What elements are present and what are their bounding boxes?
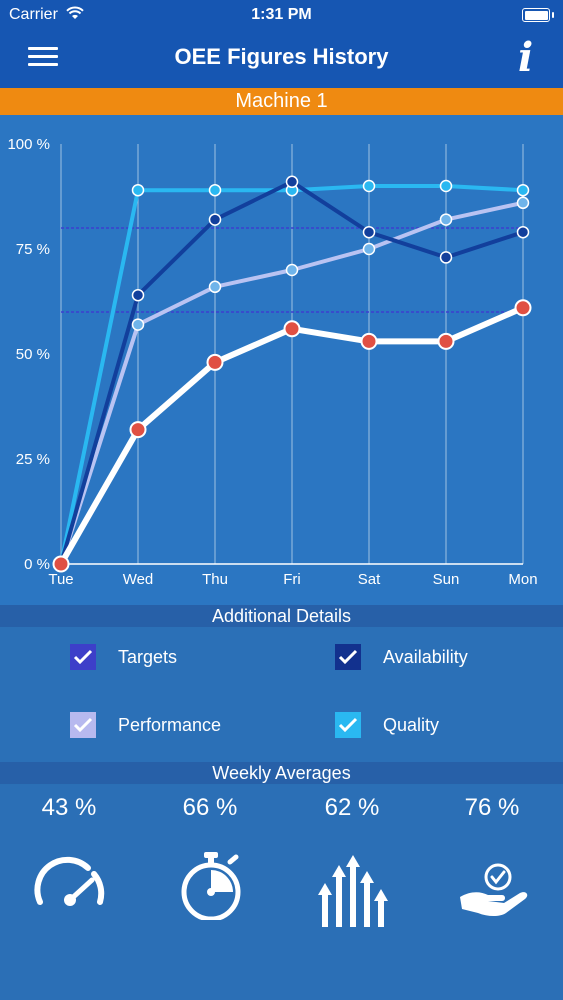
data-point-targets [52, 555, 70, 573]
legend-label: Quality [383, 714, 440, 735]
data-point-performance [208, 280, 222, 294]
average-value-performance: 62 % [324, 794, 380, 821]
average-value-quality: 76 % [464, 794, 520, 821]
additional-details-header: Additional Details [0, 605, 563, 627]
weekly-averages-header: Weekly Averages [0, 762, 563, 784]
arrows-up-icon [316, 855, 388, 932]
data-point-performance [516, 196, 530, 210]
menu-button[interactable] [28, 47, 58, 71]
legend-label: Targets [118, 646, 178, 667]
data-point-performance [439, 213, 453, 226]
x-tick-label: Sat [358, 571, 381, 588]
status-time: 1:31 PM [251, 6, 312, 23]
oee-history-chart: 0 % 25 % 50 % 75 % 100 % Tue Wed Thu Fri Sat Sun Mo… [0, 115, 563, 605]
carrier-label: Carrier [9, 6, 58, 23]
data-point-targets [360, 332, 378, 350]
data-point-targets [437, 332, 455, 350]
legend-label: Performance [118, 714, 222, 735]
info-button[interactable]: i [518, 34, 534, 81]
speedometer-icon [34, 850, 106, 915]
stopwatch-icon [178, 850, 244, 925]
y-tick-label: 100 % [7, 136, 50, 153]
data-point-performance [131, 318, 145, 331]
hamburger-icon-line [28, 47, 58, 50]
navigation-bar: OEE Figures History i [0, 30, 563, 88]
data-point-targets [206, 353, 224, 371]
wifi-icon [66, 6, 84, 25]
battery-icon [522, 8, 554, 22]
checkbox-icon[interactable] [335, 644, 361, 670]
x-tick-label: Fri [283, 571, 301, 588]
legend-toggle-quality[interactable]: Quality [335, 712, 439, 738]
y-tick-label: 75 % [16, 241, 50, 258]
data-point-availability [362, 225, 376, 239]
data-point-availability [439, 251, 453, 264]
data-point-quality [516, 183, 530, 197]
x-tick-label: Wed [123, 571, 154, 588]
data-point-performance [285, 263, 299, 277]
status-bar: Carrier 1:31 PM [0, 0, 563, 30]
legend-panel: Targets Availability Performance Quality [0, 627, 563, 762]
hamburger-icon-line [28, 63, 58, 66]
average-value-availability: 66 % [182, 794, 238, 821]
checkbox-icon[interactable] [70, 712, 96, 738]
page-title: OEE Figures History [174, 44, 389, 69]
data-point-availability [131, 288, 145, 302]
y-tick-label: 0 % [24, 556, 50, 573]
weekly-averages-panel: 43 % 66 % 62 % 76 % [0, 785, 563, 1000]
legend-label: Availability [383, 646, 468, 667]
legend-toggle-targets[interactable]: Targets [70, 644, 177, 670]
data-point-targets [129, 421, 147, 439]
checkbox-icon[interactable] [70, 644, 96, 670]
legend-toggle-availability[interactable]: Availability [335, 644, 468, 670]
hand-check-icon [458, 863, 530, 924]
x-tick-label: Thu [202, 571, 228, 588]
checkbox-icon[interactable] [335, 712, 361, 738]
data-point-targets [514, 299, 532, 317]
x-tick-label: Mon [508, 571, 537, 588]
line-chart: 0 % 25 % 50 % 75 % 100 % Tue Wed Thu Fri Sat Sun Mo… [7, 136, 537, 588]
hamburger-icon-line [28, 55, 58, 58]
x-tick-label: Sun [433, 571, 460, 588]
y-tick-label: 50 % [16, 346, 50, 363]
data-point-quality [131, 183, 145, 197]
data-point-availability [516, 225, 530, 239]
data-point-quality [439, 179, 453, 193]
x-tick-label: Tue [48, 571, 73, 588]
legend-toggle-performance[interactable]: Performance [70, 712, 221, 738]
data-point-quality [362, 179, 376, 193]
average-value-targets: 43 % [41, 794, 97, 821]
y-tick-label: 25 % [16, 451, 50, 468]
data-point-quality [208, 183, 222, 197]
data-point-availability [208, 213, 222, 226]
data-point-targets [283, 320, 301, 338]
data-point-availability [285, 175, 299, 189]
data-point-performance [362, 242, 376, 256]
machine-banner: Machine 1 [0, 88, 563, 115]
